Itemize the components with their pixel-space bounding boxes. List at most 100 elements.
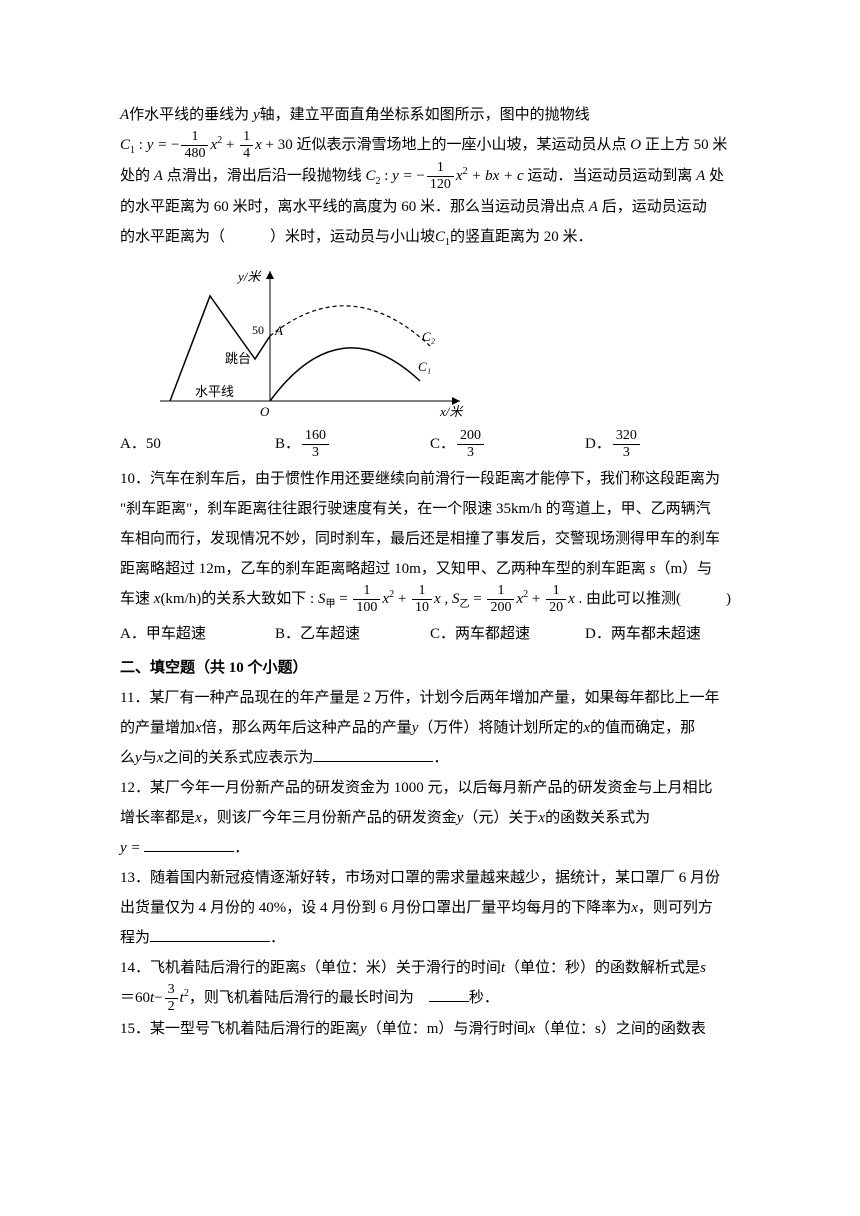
- q13-l3: 程为 ．: [120, 923, 740, 953]
- q15-l1: 15．某一型号飞机着陆后滑行的距离y（单位：m）与滑行时间x（单位：s）之间的函…: [120, 1014, 740, 1044]
- q9-line1: A作水平线的垂线为 y轴，建立平面直角坐标系如图所示，图中的抛物线: [120, 100, 740, 130]
- q9-l3-post: 运动．当运动员运动到离: [527, 168, 692, 184]
- q15-l1-mid: （单位：m）与滑行时间: [367, 1021, 529, 1037]
- q9-opt-B[interactable]: B．1603: [275, 429, 430, 460]
- q14-minus: −: [154, 990, 162, 1006]
- q9-C-den: 3: [457, 445, 484, 460]
- q12-l3: y = ．: [120, 833, 740, 863]
- q9-opt-C[interactable]: C．2003: [430, 429, 585, 460]
- plus2: +: [528, 591, 544, 607]
- c2-bxc: + bx + c: [468, 168, 524, 184]
- c1-O: O: [630, 137, 641, 153]
- q10-l4: 距离略超过 12m，乙车的刹车距离略超过 10m，又知甲、乙两种车型的刹车距离 …: [120, 554, 740, 584]
- f1d: 100: [353, 600, 380, 615]
- f-jia2: 110: [412, 584, 432, 615]
- q15-l1-pre: 15．某一型号飞机着陆后滑行的距离: [120, 1021, 360, 1037]
- c2-neg: −: [416, 168, 424, 184]
- q9-C-lbl: C．: [430, 436, 455, 452]
- q10-opt-D[interactable]: D．两车都未超速: [585, 619, 740, 649]
- eq1: =: [335, 591, 351, 607]
- curve-c1: [270, 348, 420, 401]
- q10-opt-C[interactable]: C．两车都超速: [430, 619, 585, 649]
- q13-l2: 出货量仅为 4 月份的 40%，设 4 月份到 6 月份口罩出厂量平均每月的下降…: [120, 893, 740, 923]
- q10-l5: 车速 x(km/h)的关系大致如下 : S甲 = 1100x2 + 110x ,…: [120, 584, 740, 615]
- q9-l3-A: A: [154, 168, 163, 184]
- c1-plus1: +: [222, 137, 238, 153]
- f4d: 20: [546, 600, 566, 615]
- q9-D-frac: 3203: [613, 429, 640, 460]
- c1-f1-num: 1: [181, 130, 208, 146]
- xlabel: x/米: [439, 404, 464, 419]
- q11-blank[interactable]: [313, 747, 433, 762]
- q11-l1: 11．某厂有一种产品现在的年产量是 2 万件，计划今后两年增加产量，如果每年都比…: [120, 683, 740, 713]
- q14-l2-post: ，则飞机着陆后滑行的最长时间为: [189, 990, 429, 1006]
- q10-l5-pre: 车速: [120, 591, 150, 607]
- c1-frac2: 14: [240, 130, 253, 161]
- q9-c2-line: 处的 A 点滑出，滑出后沿一段抛物线 C2 : y = −1120x2 + bx…: [120, 161, 740, 192]
- q11-l2-mid2: （万件）将随计划所定的: [418, 720, 583, 736]
- q15-l1-y: y: [360, 1021, 367, 1037]
- q9-line4: 的水平距离为 60 米时，离水平线的高度为 60 米．那么当运动员滑出点 A 后…: [120, 192, 740, 222]
- q10-opt-B[interactable]: B．乙车超速: [275, 619, 430, 649]
- q11-l3-end: ．: [433, 750, 448, 766]
- q9-l5-post: 的竖直距离为 20 米．: [450, 229, 593, 245]
- q9-l3-post2: 处: [709, 168, 724, 184]
- q11-l3-mid: 与: [142, 750, 157, 766]
- horizon-label: 水平线: [195, 384, 234, 399]
- q9-line5: 的水平距离为（ ）米时，运动员与小山坡C1的竖直距离为 20 米．: [120, 222, 740, 253]
- q13-l3-end: ．: [270, 930, 285, 946]
- jump-label: 跳台: [225, 351, 251, 366]
- q13-l3-text: 程为: [120, 930, 150, 946]
- q12-blank[interactable]: [144, 837, 234, 852]
- q9-opt-D[interactable]: D．3203: [585, 429, 740, 460]
- q12-l2-post: 的函数关系式为: [545, 810, 650, 826]
- c1-y: y =: [147, 137, 171, 153]
- f3d: 200: [487, 600, 514, 615]
- c1-label: C: [120, 137, 130, 153]
- f2n: 1: [412, 584, 432, 600]
- q14-l1-mid: （单位：米）关于滑行的时间: [306, 960, 501, 976]
- ski-graph-svg: y/米 x/米 O A 50 跳台 水平线 C₂ C₁: [140, 261, 480, 421]
- q9-C-frac: 2003: [457, 429, 484, 460]
- q9-D-den: 3: [613, 445, 640, 460]
- q12-l2-mid2: （元）关于: [463, 810, 538, 826]
- q14-blank[interactable]: [429, 987, 469, 1002]
- c2-curve-label: C₂: [422, 329, 436, 344]
- q11-l2-mid: 倍，那么两年后这种产品的产量: [202, 720, 412, 736]
- q10-l1: 10．汽车在刹车后，由于惯性作用还要继续向前滑行一段距离才能停下，我们称这段距离…: [120, 464, 740, 494]
- q14-frac: 32: [165, 983, 178, 1014]
- q9-D-num: 320: [613, 429, 640, 445]
- q10-tail: . 由此可以推测( ): [575, 591, 731, 607]
- q13-blank[interactable]: [150, 927, 270, 942]
- q9-l1-post: 轴，建立平面直角坐标系如图所示，图中的抛物线: [260, 107, 590, 123]
- f4n: 1: [546, 584, 566, 600]
- c2-f1-num: 1: [427, 161, 454, 177]
- c1-plus30: + 30: [262, 137, 293, 153]
- q9-B-frac: 1603: [302, 429, 329, 460]
- q9-graph: y/米 x/米 O A 50 跳台 水平线 C₂ C₁: [140, 261, 740, 421]
- q11-l2: 的产量增加x倍，那么两年后这种产品的产量y（万件）将随计划所定的x的值而确定，那: [120, 713, 740, 743]
- q9-l5-pre: 的水平距离为（ ）米时，运动员与小山坡: [120, 229, 435, 245]
- q10-options: A．甲车超速 B．乙车超速 C．两车都超速 D．两车都未超速: [120, 619, 740, 649]
- q11-l3-pre: 么: [120, 750, 135, 766]
- q10-l4-pre: 距离略超过 12m，乙车的刹车距离略超过 10m，又知甲、乙两种车型的刹车距离: [120, 561, 646, 577]
- q14-l1-s2: s: [700, 960, 706, 976]
- f-yi1: 1200: [487, 584, 514, 615]
- c1-post: 近似表示滑雪场地上的一座小山坡，某运动员从点: [296, 137, 626, 153]
- c1-neg: −: [171, 137, 179, 153]
- q9-B-num: 160: [302, 429, 329, 445]
- q9-C-num: 200: [457, 429, 484, 445]
- q9-l3-A2: A: [696, 168, 705, 184]
- A-label: A: [274, 323, 283, 338]
- q9-opt-A[interactable]: A．50: [120, 429, 275, 460]
- q9-l3-pre: 处的: [120, 168, 150, 184]
- f-yi2: 120: [546, 584, 566, 615]
- q14-l2-end: 秒．: [469, 990, 499, 1006]
- c2-f1-den: 120: [427, 177, 454, 192]
- curve-c2: [270, 306, 430, 346]
- q9-l5-c1: C: [435, 229, 445, 245]
- q10-opt-A[interactable]: A．甲车超速: [120, 619, 275, 649]
- c1-post2: 正上方 50 米: [645, 137, 728, 153]
- c2-x2: x: [456, 168, 463, 184]
- q9-l1-pre: 作水平线的垂线为: [129, 107, 249, 123]
